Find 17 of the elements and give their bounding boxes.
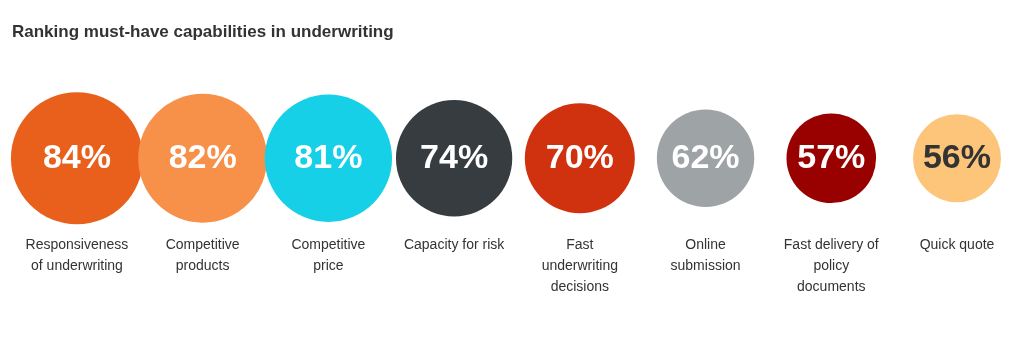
data-label: 56% xyxy=(922,136,992,175)
category-label: Competitive products xyxy=(165,235,240,273)
data-label: 70% xyxy=(545,136,614,175)
category-label: Online submission xyxy=(670,235,741,273)
data-label: 74% xyxy=(420,136,489,175)
data-label: 84% xyxy=(42,136,111,175)
category-label: Fast underwriting decisions xyxy=(541,235,618,294)
category-label: Fast delivery of policy documents xyxy=(783,235,879,294)
category-label: Responsiveness of underwriting xyxy=(25,235,129,273)
category-label: Competitive price xyxy=(291,235,366,273)
data-label: 57% xyxy=(797,136,866,175)
category-label: Quick quote xyxy=(919,235,995,252)
text: Ranking must-have capabilities in underwriting xyxy=(12,21,394,41)
data-label: 82% xyxy=(168,136,237,175)
category-label: Capacity for risk xyxy=(403,235,506,252)
data-label: 81% xyxy=(294,136,363,175)
data-label: 62% xyxy=(671,136,740,175)
